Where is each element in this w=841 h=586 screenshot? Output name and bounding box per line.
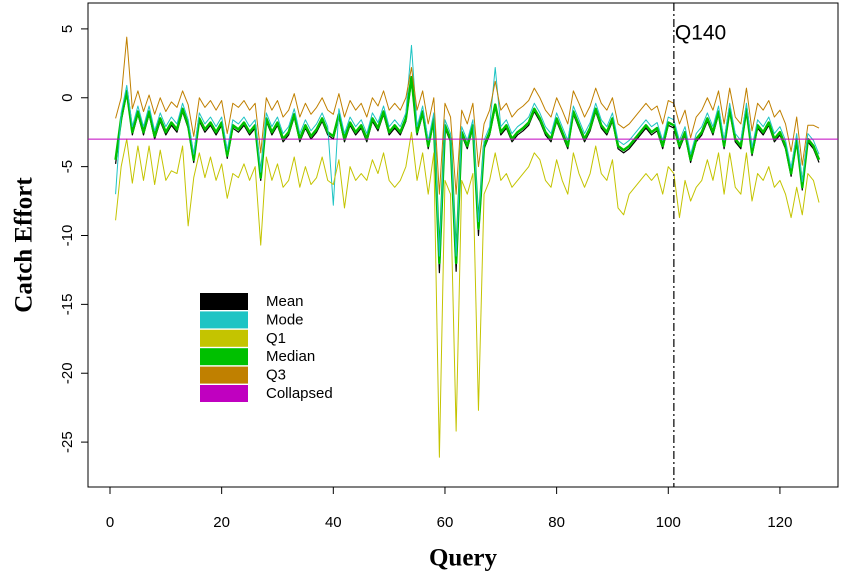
- x-tick-label: 0: [106, 514, 114, 531]
- series-line: [115, 36, 820, 195]
- marker-label: Q140: [675, 22, 726, 45]
- y-tick-label: -5: [59, 160, 76, 173]
- y-tick-label: 5: [59, 25, 76, 33]
- y-tick-label: -10: [59, 225, 76, 247]
- legend-swatch: [200, 348, 248, 366]
- legend-swatch: [200, 311, 248, 329]
- legend-swatch: [200, 366, 248, 384]
- legend-label: Median: [266, 348, 315, 365]
- x-tick-label: 100: [656, 514, 681, 531]
- series-line: [115, 44, 820, 257]
- series-line: [115, 131, 820, 458]
- plot-frame: [87, 2, 839, 488]
- x-axis-title: Query: [429, 545, 498, 572]
- x-tick-label: 20: [213, 514, 230, 531]
- y-axis-title: Catch Effort: [11, 177, 38, 313]
- x-tick-label: 60: [437, 514, 454, 531]
- legend-label: Collapsed: [266, 385, 333, 402]
- x-tick-label: 40: [325, 514, 342, 531]
- series-line: [114, 75, 821, 265]
- legend-label: Mode: [266, 311, 304, 328]
- x-tick-label: 120: [767, 514, 792, 531]
- legend-label: Q3: [266, 367, 286, 384]
- y-tick-label: 0: [59, 94, 76, 102]
- legend-swatch: [200, 293, 248, 310]
- y-tick-label: -15: [59, 294, 76, 316]
- y-tick-label: -20: [59, 362, 76, 384]
- legend-label: Q1: [266, 330, 286, 347]
- y-tick-label: -25: [59, 431, 76, 453]
- legend-label: Mean: [266, 293, 304, 310]
- legend-swatch: [200, 329, 248, 347]
- legend-swatch: [200, 385, 248, 402]
- x-tick-label: 80: [548, 514, 565, 531]
